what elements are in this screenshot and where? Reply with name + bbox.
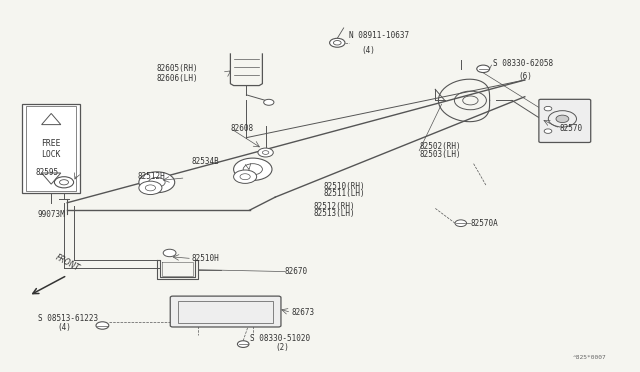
Circle shape	[234, 170, 257, 183]
Text: N 08911-10637: N 08911-10637	[349, 31, 409, 40]
Text: 82510(RH): 82510(RH)	[323, 182, 365, 190]
Text: 82608: 82608	[230, 124, 253, 133]
Text: ^825*0007: ^825*0007	[573, 355, 607, 360]
Text: 82513(LH): 82513(LH)	[314, 209, 355, 218]
Text: 82510H: 82510H	[192, 254, 220, 263]
Circle shape	[556, 115, 569, 122]
Text: (2): (2)	[275, 343, 289, 352]
Circle shape	[237, 341, 249, 347]
Circle shape	[54, 177, 74, 188]
Circle shape	[139, 181, 162, 195]
Text: 82511(LH): 82511(LH)	[323, 189, 365, 198]
FancyBboxPatch shape	[539, 99, 591, 142]
Circle shape	[330, 38, 345, 47]
Text: (6): (6)	[518, 72, 532, 81]
Circle shape	[544, 106, 552, 111]
Circle shape	[163, 249, 176, 257]
Text: 99073M: 99073M	[37, 210, 65, 219]
Text: 82570: 82570	[560, 124, 583, 133]
Text: S 08330-62058: S 08330-62058	[493, 59, 553, 68]
Text: 82605(RH): 82605(RH)	[157, 64, 198, 73]
Text: 82570A: 82570A	[470, 219, 498, 228]
Text: 82502(RH): 82502(RH)	[419, 142, 461, 151]
Circle shape	[139, 172, 175, 193]
Text: 82534B: 82534B	[192, 157, 220, 166]
Circle shape	[258, 148, 273, 157]
Text: FRONT: FRONT	[54, 253, 81, 273]
Text: (4): (4)	[58, 323, 72, 332]
Circle shape	[544, 129, 552, 134]
Text: 82670: 82670	[285, 267, 308, 276]
Text: 82595: 82595	[35, 169, 58, 177]
Text: 82673: 82673	[291, 308, 314, 317]
Text: (4): (4)	[362, 46, 376, 55]
Circle shape	[455, 220, 467, 227]
Circle shape	[477, 65, 490, 73]
Circle shape	[234, 158, 272, 180]
Circle shape	[96, 322, 109, 329]
Text: FREE
LOCK: FREE LOCK	[42, 139, 61, 159]
Circle shape	[264, 99, 274, 105]
Text: 82512(RH): 82512(RH)	[314, 202, 355, 211]
FancyBboxPatch shape	[170, 296, 281, 327]
Text: 82606(LH): 82606(LH)	[157, 74, 198, 83]
Text: 82512H: 82512H	[138, 172, 165, 181]
Text: S 08330-51020: S 08330-51020	[250, 334, 310, 343]
Text: 82503(LH): 82503(LH)	[419, 150, 461, 159]
FancyBboxPatch shape	[22, 104, 80, 193]
Text: S 08513-61223: S 08513-61223	[38, 314, 99, 323]
